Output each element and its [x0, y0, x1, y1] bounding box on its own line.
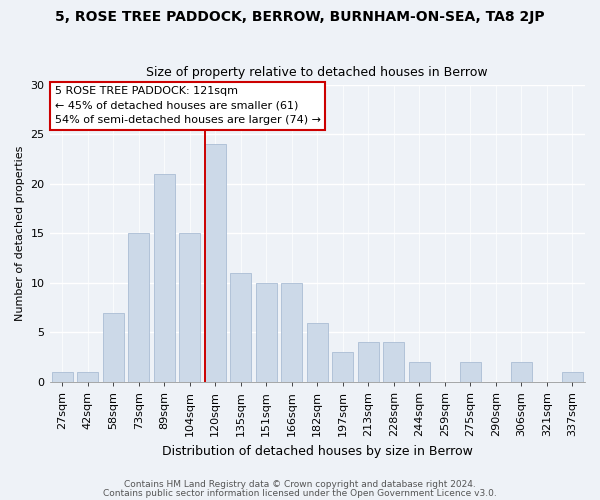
- Bar: [383, 342, 404, 382]
- Bar: [154, 174, 175, 382]
- Bar: [281, 283, 302, 382]
- Text: 5 ROSE TREE PADDOCK: 121sqm
← 45% of detached houses are smaller (61)
54% of sem: 5 ROSE TREE PADDOCK: 121sqm ← 45% of det…: [55, 86, 321, 125]
- Bar: [511, 362, 532, 382]
- Y-axis label: Number of detached properties: Number of detached properties: [15, 146, 25, 321]
- Bar: [230, 273, 251, 382]
- Bar: [77, 372, 98, 382]
- Bar: [103, 312, 124, 382]
- Title: Size of property relative to detached houses in Berrow: Size of property relative to detached ho…: [146, 66, 488, 80]
- X-axis label: Distribution of detached houses by size in Berrow: Distribution of detached houses by size …: [162, 444, 473, 458]
- Text: 5, ROSE TREE PADDOCK, BERROW, BURNHAM-ON-SEA, TA8 2JP: 5, ROSE TREE PADDOCK, BERROW, BURNHAM-ON…: [55, 10, 545, 24]
- Bar: [128, 234, 149, 382]
- Bar: [307, 322, 328, 382]
- Bar: [332, 352, 353, 382]
- Bar: [358, 342, 379, 382]
- Bar: [179, 234, 200, 382]
- Text: Contains HM Land Registry data © Crown copyright and database right 2024.: Contains HM Land Registry data © Crown c…: [124, 480, 476, 489]
- Text: Contains public sector information licensed under the Open Government Licence v3: Contains public sector information licen…: [103, 490, 497, 498]
- Bar: [409, 362, 430, 382]
- Bar: [205, 144, 226, 382]
- Bar: [460, 362, 481, 382]
- Bar: [256, 283, 277, 382]
- Bar: [562, 372, 583, 382]
- Bar: [52, 372, 73, 382]
